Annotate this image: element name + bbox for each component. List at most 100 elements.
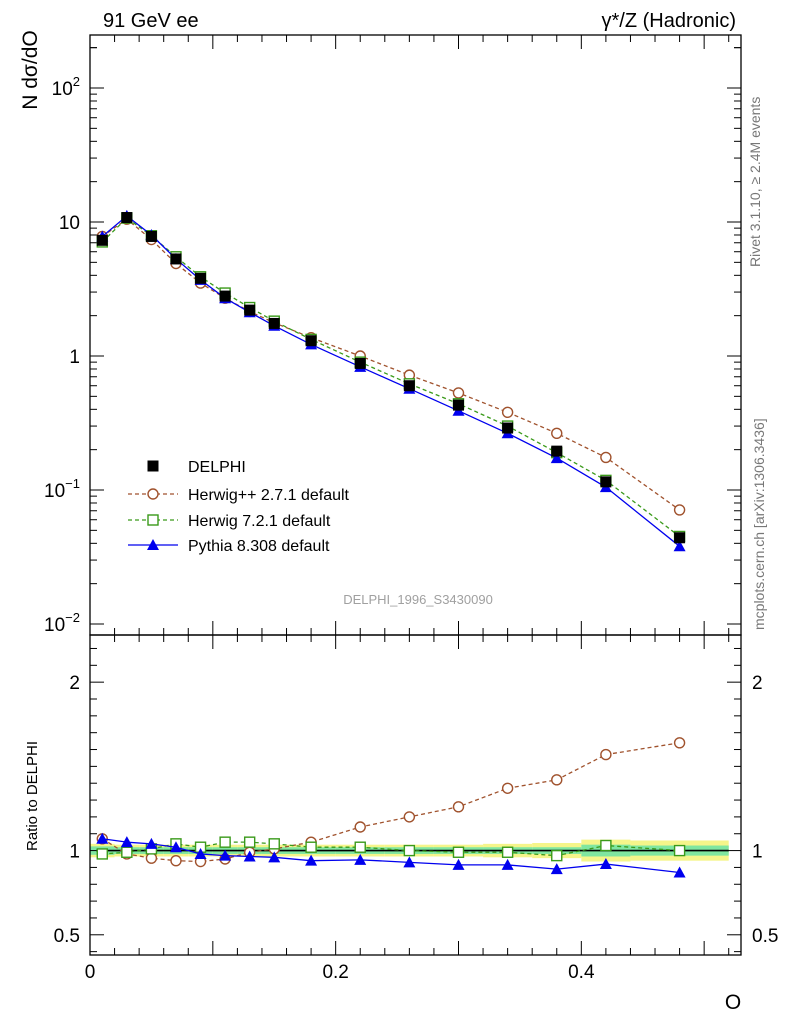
ratio-point-pythia	[169, 841, 182, 853]
legend-label-herwigpp: Herwig++ 2.7.1 default	[188, 487, 350, 504]
main-series	[96, 209, 686, 552]
main-point-data	[551, 445, 563, 457]
legend-marker-data	[147, 460, 159, 472]
ratio-point-herwig7	[403, 844, 416, 857]
ratio-point-pythia	[305, 854, 318, 866]
main-point-pythia	[673, 540, 686, 552]
ratio-y-axis: 0.5 0.5 1 1 2 2	[54, 647, 778, 953]
ratio-point-herwig7	[551, 849, 563, 862]
main-point-herwigpp	[673, 504, 686, 516]
x-axis: 0 0.2 0.4	[85, 35, 730, 983]
main-point-data	[195, 272, 207, 284]
legend-marker-herwig7	[147, 514, 159, 526]
ratio-point-pythia	[96, 832, 109, 844]
ratio-y-tick-label-right: 0.5	[752, 926, 778, 947]
ratio-point-herwig7	[243, 836, 256, 848]
ratio-point-herwigpp	[403, 811, 416, 823]
ratio-point-herwig7	[305, 841, 317, 853]
ratio-point-herwigpp	[170, 854, 182, 867]
ratio-point-herwigpp	[452, 801, 465, 813]
ratio-point-herwig7	[673, 844, 686, 857]
header-left-title: 91 GeV ee	[103, 10, 199, 32]
ratio-point-pythia	[120, 836, 133, 848]
main-point-data	[170, 253, 182, 265]
ratio-point-pythia	[354, 853, 367, 865]
ratio-point-herwig7	[600, 839, 612, 852]
ratio-frame	[89, 634, 742, 956]
main-point-herwigpp	[501, 406, 514, 419]
main-point-data	[305, 335, 317, 347]
ratio-point-herwigpp	[145, 852, 158, 864]
ratio-point-pythia	[194, 847, 207, 859]
main-point-data	[244, 304, 256, 316]
ratio-point-herwig7	[501, 846, 514, 858]
ratio-point-pythia	[599, 858, 612, 870]
ratio-point-pythia	[550, 863, 563, 875]
main-panel: N dσ/dO 10−2 10−1 1 10 102 DELPHI_1996_S3430…	[19, 30, 742, 636]
ratio-point-herwig7	[452, 846, 465, 858]
main-point-data	[145, 230, 157, 242]
main-y-tick-label: 1	[69, 347, 80, 368]
ratio-point-pythia	[673, 866, 686, 878]
ratio-y-tick-label: 2	[69, 673, 80, 694]
main-point-data	[452, 399, 464, 411]
main-y-tick-label: 10−1	[44, 476, 80, 502]
ratio-series	[96, 737, 686, 878]
header-right-title: γ*/Z (Hadronic)	[602, 10, 736, 32]
x-tick-label: 0.4	[568, 962, 595, 983]
legend-label-herwig7: Herwig 7.2.1 default	[188, 513, 331, 530]
main-point-data	[502, 422, 514, 434]
ratio-point-herwigpp	[551, 774, 563, 786]
ratio-point-pythia	[243, 850, 256, 862]
ratio-point-herwig7	[268, 838, 280, 850]
ratio-line-pythia	[102, 838, 680, 874]
ratio-point-herwig7	[219, 836, 231, 848]
legend-marker-herwigpp	[147, 488, 159, 500]
watermark: DELPHI_1996_S3430090	[343, 592, 493, 607]
main-point-data	[600, 476, 612, 488]
legend-label-data: DELPHI	[188, 459, 246, 476]
main-point-herwigpp	[452, 387, 465, 399]
main-line-pythia	[101, 215, 680, 547]
legend-marker-pythia	[147, 539, 159, 550]
mcplots-label: mcplots.cern.ch [arXiv:1306.3436]	[751, 418, 767, 630]
ratio-point-pythia	[501, 858, 514, 870]
main-point-data	[121, 212, 133, 224]
x-axis-label: O	[725, 991, 741, 1014]
ratio-y-axis-label: Ratio to DELPHI	[24, 741, 41, 851]
ratio-point-pythia	[219, 849, 232, 861]
main-point-pythia	[550, 452, 563, 464]
ratio-y-tick-label: 1	[69, 842, 80, 863]
main-y-tick-label: 10−2	[44, 610, 80, 636]
ratio-point-pythia	[403, 856, 416, 868]
ratio-point-pythia	[145, 837, 158, 849]
ratio-point-herwig7	[96, 848, 108, 860]
ratio-point-pythia	[452, 858, 465, 870]
legend-label-pythia: Pythia 8.308 default	[188, 538, 330, 555]
ratio-point-herwigpp	[501, 782, 514, 794]
main-y-axis-label: N dσ/dO	[19, 30, 42, 110]
ratio-point-herwigpp	[354, 821, 366, 833]
ratio-point-pythia	[268, 851, 281, 863]
ratio-point-herwig7	[121, 846, 133, 858]
ratio-point-herwigpp	[673, 737, 686, 749]
main-point-data	[268, 317, 280, 329]
ratio-y-tick-label: 0.5	[54, 926, 80, 947]
main-line-herwigpp	[101, 218, 680, 511]
main-y-tick-label: 10	[59, 213, 80, 234]
ratio-y-tick-label-right: 2	[752, 673, 763, 694]
ratio-line-herwig7	[102, 841, 680, 857]
main-point-herwigpp	[600, 451, 612, 464]
main-point-data	[354, 357, 366, 369]
x-tick-label: 0.2	[322, 962, 348, 983]
ratio-point-herwig7	[354, 841, 366, 853]
x-tick-label: 0	[85, 962, 96, 983]
ratio-panel: Ratio to DELPHI 0.5 0.5 1 1 2 2 0 0.2 0.4 O	[24, 35, 778, 1014]
ratio-point-herwigpp	[600, 748, 612, 761]
main-point-herwigpp	[551, 427, 563, 439]
main-y-tick-label: 102	[52, 74, 80, 100]
main-point-data	[674, 532, 686, 544]
main-point-data	[403, 380, 415, 392]
main-point-data	[96, 234, 108, 246]
